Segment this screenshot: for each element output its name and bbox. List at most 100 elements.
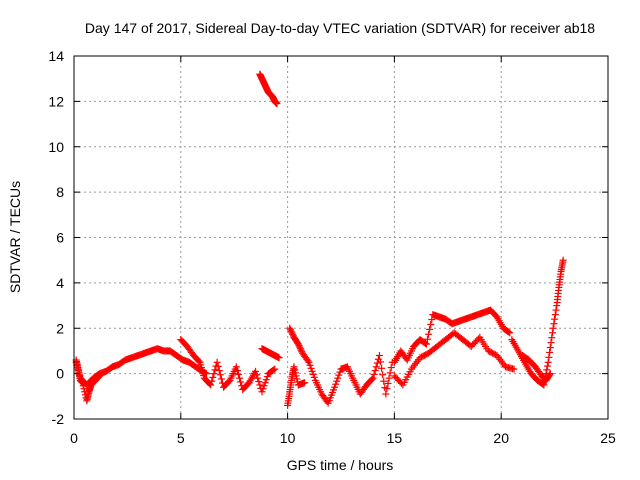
data-point-cluster-20-23 [559, 256, 567, 264]
data-point-cluster-10-15 [368, 375, 376, 383]
data-point-cluster-5-7 [214, 362, 222, 370]
data-point-cluster-20-23 [547, 339, 555, 347]
data-point-cluster-10-15 [287, 327, 295, 335]
data-point-cluster-10-15 [288, 329, 296, 337]
data-point-cluster-5-7 [232, 363, 240, 371]
data-point-cluster-10-start [290, 363, 298, 371]
data-point-cluster-10-15 [371, 367, 379, 375]
data-point-cluster-5-7 [258, 388, 266, 396]
data-point-cluster-5-7 [237, 378, 245, 386]
data-point-cluster-5-7 [210, 370, 218, 378]
data-point-cluster-15-20-low [510, 365, 518, 373]
data-point-cluster-10-15 [333, 377, 341, 385]
data-point-cluster-10-15 [304, 357, 312, 365]
data-point-cluster-10-15 [286, 326, 294, 334]
data-point-cluster-10-15 [306, 361, 314, 369]
data-point-cluster-5-7 [233, 367, 241, 375]
data-point-cluster-10-15 [294, 340, 302, 348]
data-point-cluster-10-15 [369, 374, 377, 382]
data-point-cluster-5-7 [262, 376, 270, 384]
data-point-cluster-10-15 [384, 379, 392, 387]
data-point-cluster-0-1 [79, 379, 87, 387]
data-point-cluster-10-15 [296, 345, 304, 353]
grid-lines [74, 56, 608, 419]
data-point-cluster-10-15 [297, 346, 305, 354]
data-point-cluster-10-15 [335, 371, 343, 379]
data-point-cluster-5-7 [195, 357, 203, 365]
data-point-cluster-5-7 [270, 366, 278, 374]
x-tick-label: 0 [70, 430, 78, 446]
data-point-cluster-5-7 [207, 381, 215, 389]
data-point-cluster-10-15 [373, 359, 381, 367]
data-point-cluster-20-23 [545, 353, 553, 361]
data-point-cluster-5-7 [261, 379, 269, 387]
data-point-cluster-5-7 [215, 367, 223, 375]
chart-title: Day 147 of 2017, Sidereal Day-to-day VTE… [85, 20, 595, 36]
data-point-cluster-15-20 [421, 339, 429, 347]
data-point-cluster-5-7 [252, 367, 260, 375]
data-point-cluster-0-1 [79, 382, 87, 390]
data-point-cluster-20-23 [546, 344, 554, 352]
data-point-cluster-10-15 [334, 374, 342, 382]
data-point-cluster-20-23 [549, 324, 557, 332]
data-point-cluster-5-7 [271, 365, 279, 373]
y-tick-label: 0 [56, 366, 64, 382]
x-tick-label: 15 [387, 430, 403, 446]
y-tick-label: 8 [56, 184, 64, 200]
data-point-cluster-10-15 [380, 377, 388, 385]
data-point-cluster-0-1 [96, 372, 104, 380]
y-tick-label: 6 [56, 230, 64, 246]
data-point-high-segment [273, 100, 281, 108]
y-axis-label: SDTVAR / TECUs [7, 181, 23, 293]
data-point-cluster-20-23 [546, 348, 554, 356]
data-point-cluster-10-start [292, 372, 300, 380]
y-tick-label: 14 [48, 48, 64, 64]
data-point-cluster-10-15 [370, 370, 378, 378]
data-point-cluster-5-7 [211, 366, 219, 374]
data-point-cluster-10-15 [387, 364, 395, 372]
data-point-cluster-20-23 [543, 362, 551, 370]
data-point-cluster-10-15 [289, 330, 297, 338]
data-point-cluster-10-15 [382, 390, 390, 398]
data-point-cluster-15-20 [426, 325, 434, 333]
data-point-cluster-10-15 [377, 358, 385, 366]
data-point-cluster-9-10 [275, 354, 283, 362]
data-point-cluster-5-7 [216, 371, 224, 379]
data-point-cluster-5-7 [255, 378, 263, 386]
data-point-cluster-20-23 [548, 329, 556, 337]
data-point-cluster-10-start [291, 369, 299, 377]
y-tick-label: 12 [48, 93, 64, 109]
data-point-cluster-10-15 [386, 369, 394, 377]
data-point-cluster-20-23 [551, 315, 559, 323]
data-point-cluster-15-20 [425, 330, 433, 338]
data-point-cluster-10-start [293, 375, 301, 383]
data-point-cluster-15-20 [505, 328, 513, 336]
data-point-cluster-15-20 [428, 316, 436, 324]
data-point-cluster-20-23 [544, 358, 552, 366]
data-point-cluster-10-15 [331, 383, 339, 391]
data-point-cluster-10-15 [379, 371, 387, 379]
data-point-cluster-20-23 [550, 320, 558, 328]
data-point-cluster-20-23 [548, 334, 556, 342]
data-point-cluster-10-15 [309, 370, 317, 378]
data-point-cluster-5-7 [254, 374, 262, 382]
data-point-cluster-21-22 [546, 370, 554, 378]
data-point-cluster-10-15 [383, 385, 391, 393]
data-point-cluster-10-15 [310, 373, 318, 381]
data-point-cluster-5-7 [236, 374, 244, 382]
data-point-cluster-20-23 [543, 366, 551, 374]
data-point-cluster-20-23 [551, 311, 559, 319]
data-point-cluster-5-7 [259, 385, 267, 393]
data-point-cluster-5-7 [253, 371, 261, 379]
data-point-cluster-21-22 [546, 371, 554, 379]
data-point-cluster-15-20 [427, 320, 435, 328]
data-point-cluster-5-7 [260, 382, 268, 390]
data-points [72, 70, 567, 409]
data-point-cluster-0-1 [94, 373, 102, 381]
data-point-cluster-10-start [291, 366, 299, 374]
data-point-cluster-5-7 [234, 370, 242, 378]
data-point-cluster-20-23 [552, 306, 560, 314]
y-tick-label: 4 [56, 275, 64, 291]
data-point-cluster-10-15 [286, 324, 294, 332]
